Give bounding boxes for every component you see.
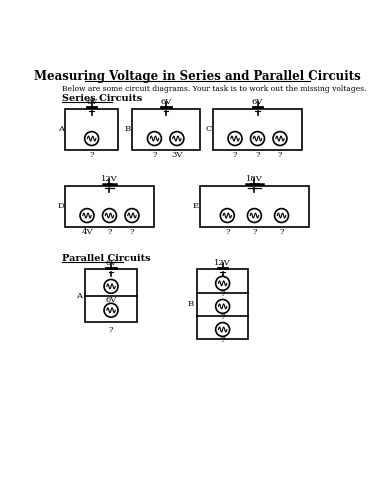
- Text: Parallel Circuits: Parallel Circuits: [62, 254, 151, 263]
- Text: ?: ?: [220, 313, 225, 321]
- Text: ?: ?: [255, 152, 260, 160]
- Text: 6V: 6V: [105, 260, 117, 268]
- Text: ?: ?: [152, 152, 157, 160]
- Text: ?: ?: [252, 228, 257, 236]
- Text: B: B: [188, 300, 194, 308]
- Text: ?: ?: [220, 290, 225, 298]
- Text: ?: ?: [225, 228, 230, 236]
- Text: A: A: [76, 292, 82, 300]
- Text: 4V: 4V: [81, 228, 93, 236]
- Text: Measuring Voltage in Series and Parallel Circuits: Measuring Voltage in Series and Parallel…: [34, 70, 361, 84]
- Text: B: B: [124, 126, 130, 134]
- Text: ?: ?: [90, 152, 94, 160]
- Text: 6V: 6V: [86, 98, 97, 106]
- Text: Below are some circuit diagrams. Your task is to work out the missing voltages.: Below are some circuit diagrams. Your ta…: [62, 86, 367, 94]
- Text: ?: ?: [130, 228, 134, 236]
- Text: 6V: 6V: [161, 98, 172, 106]
- Text: A: A: [58, 126, 64, 134]
- Text: C: C: [205, 126, 212, 134]
- Text: ?: ?: [107, 228, 112, 236]
- Text: ?: ?: [279, 228, 284, 236]
- Text: 6V: 6V: [252, 98, 263, 106]
- Text: Series Circuits: Series Circuits: [62, 94, 142, 103]
- Text: 3V: 3V: [171, 152, 183, 160]
- Text: ?: ?: [109, 326, 113, 334]
- Text: 12V: 12V: [214, 260, 231, 268]
- Text: 18V: 18V: [246, 176, 263, 184]
- Text: ?: ?: [278, 152, 282, 160]
- Text: 6V: 6V: [105, 296, 117, 304]
- Text: E: E: [193, 202, 198, 210]
- Text: 12V: 12V: [101, 176, 118, 184]
- Text: ?: ?: [220, 336, 225, 344]
- Text: D: D: [57, 202, 64, 210]
- Text: ?: ?: [233, 152, 237, 160]
